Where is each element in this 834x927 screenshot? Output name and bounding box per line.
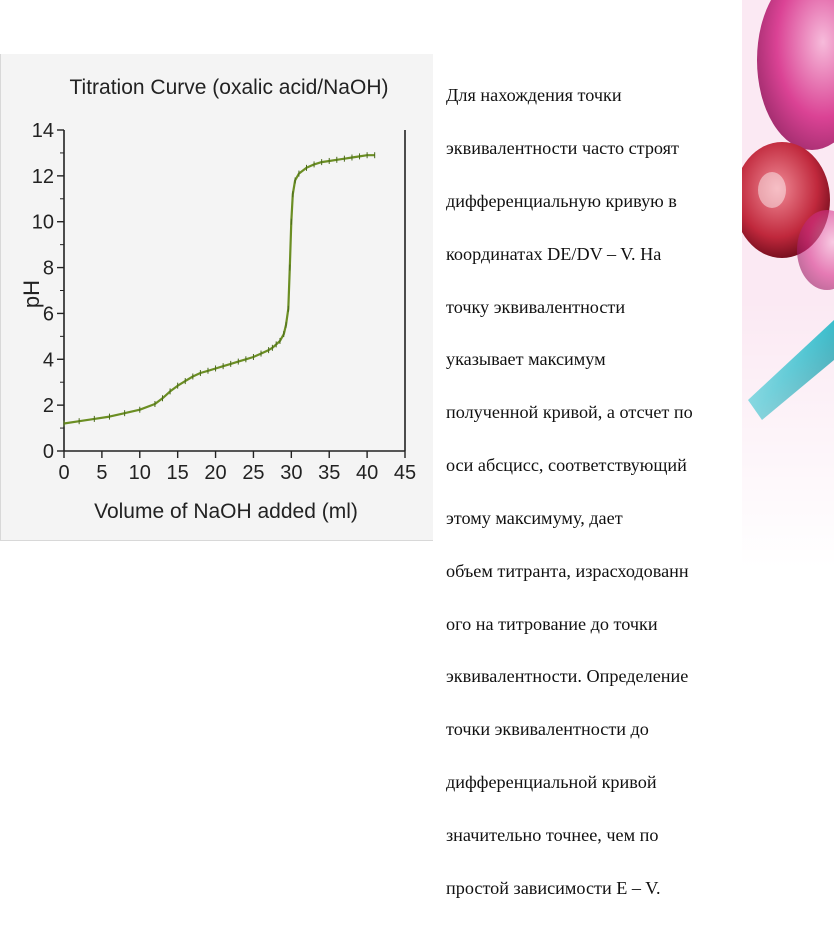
text-line: точку эквивалентности <box>446 296 626 317</box>
titration-chart: Titration Curve (oxalic acid/NaOH) pH Vo… <box>19 76 416 523</box>
text-line: оси абсцисс, соответствующий <box>446 455 687 476</box>
x-tick-label: 15 <box>167 462 189 484</box>
text-line: эквивалентности часто строят <box>446 138 679 159</box>
x-tick-label: 40 <box>356 462 378 484</box>
x-tick-label: 35 <box>318 462 340 484</box>
text-line: этому максимуму, дает <box>446 507 623 528</box>
chart-panel: Titration Curve (oxalic acid/NaOH) pH Vo… <box>0 54 433 541</box>
text-line: значительно точнее, чем по <box>446 824 659 845</box>
x-tick-label: 45 <box>394 462 416 484</box>
x-axis-label: Volume of NaOH added (ml) <box>94 500 358 523</box>
y-axis-ticks: 0 2 4 6 8 10 12 14 <box>32 120 64 463</box>
text-line: эквивалентности. Определение <box>446 666 689 687</box>
x-axis-ticks: 0 5 10 15 20 25 30 35 40 45 <box>58 451 416 484</box>
y-tick-label: 14 <box>32 120 54 142</box>
x-tick-label: 10 <box>129 462 151 484</box>
explanation-text: Для нахождения точки эквивалентности час… <box>446 56 746 927</box>
text-line: дифференциальную кривую в <box>446 191 677 212</box>
text-line: дифференциальной кривой <box>446 771 657 792</box>
text-line: полученной кривой, а отсчет по <box>446 402 693 423</box>
y-tick-label: 2 <box>43 395 54 417</box>
y-tick-label: 10 <box>32 212 54 234</box>
y-tick-label: 0 <box>43 441 54 463</box>
text-line: простой зависимости E – V. <box>446 877 661 898</box>
text-line: объем титранта, израсходованн <box>446 560 689 581</box>
y-axis-label: pH <box>19 280 44 308</box>
x-tick-label: 5 <box>96 462 107 484</box>
chart-title: Titration Curve (oxalic acid/NaOH) <box>70 76 389 99</box>
decorative-background-art <box>742 0 834 568</box>
y-tick-label: 6 <box>43 303 54 325</box>
y-tick-label: 8 <box>43 258 54 280</box>
x-tick-label: 0 <box>58 462 69 484</box>
x-tick-label: 30 <box>280 462 302 484</box>
chart-series <box>63 152 376 427</box>
titration-curve-line <box>63 154 375 425</box>
y-tick-label: 12 <box>32 166 54 188</box>
y-tick-label: 4 <box>43 349 54 371</box>
text-line: координатах DE/DV – V. На <box>446 243 662 264</box>
x-tick-label: 25 <box>242 462 264 484</box>
chart-axes <box>63 130 406 452</box>
x-tick-label: 20 <box>204 462 226 484</box>
text-line: точки эквивалентности до <box>446 719 649 740</box>
text-line: ого на титрование до точки <box>446 613 658 634</box>
decorative-shapes <box>742 0 834 568</box>
text-line: указывает максимум <box>446 349 606 370</box>
text-line: Для нахождения точки <box>446 85 622 106</box>
